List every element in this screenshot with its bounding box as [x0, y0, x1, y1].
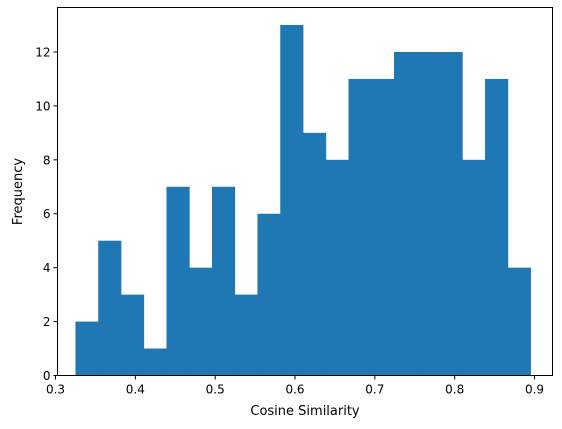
x-tick-label: 0.7 [365, 383, 384, 397]
histogram-bar [439, 51, 463, 376]
histogram-bar [280, 25, 304, 376]
histogram-bar [485, 78, 509, 376]
x-tick-label: 0.9 [525, 383, 544, 397]
histogram-bar [211, 186, 236, 376]
y-tick-label: 8 [43, 153, 51, 167]
histogram-bar [416, 51, 440, 376]
y-tick-label: 4 [43, 261, 51, 275]
x-tick-label: 0.5 [206, 383, 225, 397]
x-tick-label: 0.4 [126, 383, 145, 397]
y-tick-label: 10 [35, 99, 50, 113]
histogram-bar [303, 132, 327, 376]
histogram-bar [507, 267, 531, 376]
x-axis-ticks: 0.3 0.4 0.5 0.6 0.7 0.8 0.9 [46, 375, 544, 397]
histogram-bar [98, 240, 122, 376]
x-tick-label: 0.3 [46, 383, 65, 397]
histogram-bar [143, 348, 167, 376]
histogram-bar [234, 294, 258, 376]
y-axis-ticks: 0 2 4 6 8 10 12 [35, 45, 58, 383]
histogram-bar [166, 186, 190, 376]
plot-frame [57, 7, 553, 376]
histogram-bar [394, 51, 418, 376]
y-tick-label: 6 [43, 207, 51, 221]
histogram-bar [257, 213, 281, 376]
x-axis-label: Cosine Similarity [250, 404, 360, 419]
histogram-bar [325, 159, 349, 376]
histogram-bar [189, 267, 213, 376]
y-axis-label: Frequency [11, 158, 26, 225]
x-tick-label: 0.8 [445, 383, 464, 397]
bars-group [75, 25, 531, 376]
histogram-bar [348, 78, 372, 376]
histogram-bar [371, 78, 395, 376]
y-tick-label: 12 [35, 45, 50, 59]
y-tick-label: 0 [43, 369, 51, 383]
y-tick-label: 2 [43, 315, 51, 329]
x-tick-label: 0.6 [285, 383, 304, 397]
histogram-bar [462, 159, 486, 376]
histogram-bar [120, 294, 145, 376]
histogram-bar [75, 321, 99, 376]
